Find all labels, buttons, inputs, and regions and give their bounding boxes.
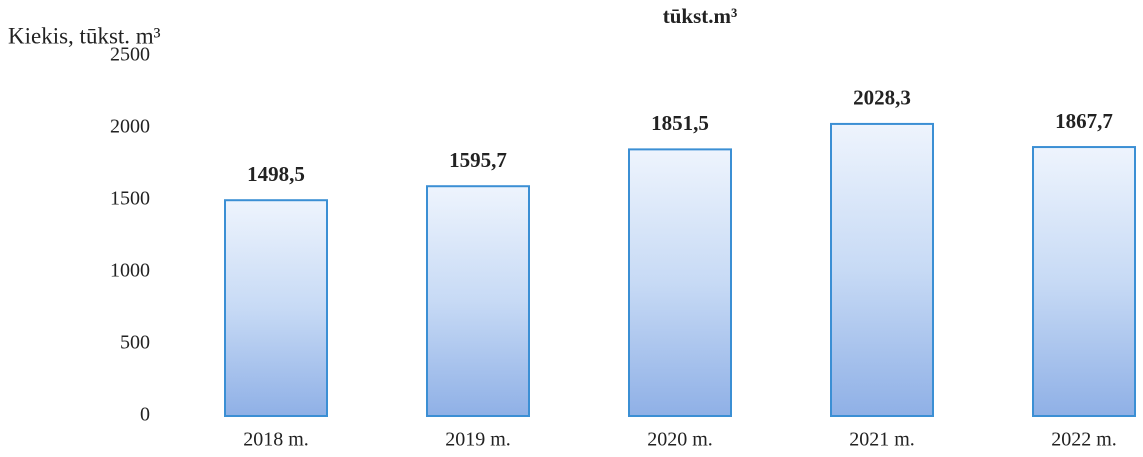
- y-tick-label: 0: [140, 404, 150, 426]
- value-label: 1851,5: [651, 111, 709, 135]
- value-label: 2028,3: [853, 86, 911, 110]
- value-label: 1595,7: [449, 148, 507, 172]
- y-tick-label: 500: [120, 332, 150, 354]
- value-label: 1498,5: [247, 162, 305, 186]
- bar: [224, 199, 328, 417]
- chart-title: tūkst.m³: [663, 4, 738, 28]
- x-tick-label: 2019 m.: [445, 429, 511, 451]
- y-tick-label: 2500: [110, 44, 150, 66]
- bar: [628, 148, 732, 417]
- x-tick-label: 2018 m.: [243, 429, 309, 451]
- y-tick-label: 2000: [110, 116, 150, 138]
- y-tick-label: 1000: [110, 260, 150, 282]
- value-label: 1867,7: [1055, 109, 1113, 133]
- x-tick-label: 2021 m.: [849, 429, 915, 451]
- y-tick-label: 1500: [110, 188, 150, 210]
- x-tick-label: 2022 m.: [1051, 429, 1117, 451]
- bar: [830, 122, 934, 417]
- bar: [1032, 146, 1136, 417]
- x-tick-label: 2020 m.: [647, 429, 713, 451]
- y-axis-label: Kiekis, tūkst. m³: [8, 23, 161, 48]
- bar: [426, 185, 530, 417]
